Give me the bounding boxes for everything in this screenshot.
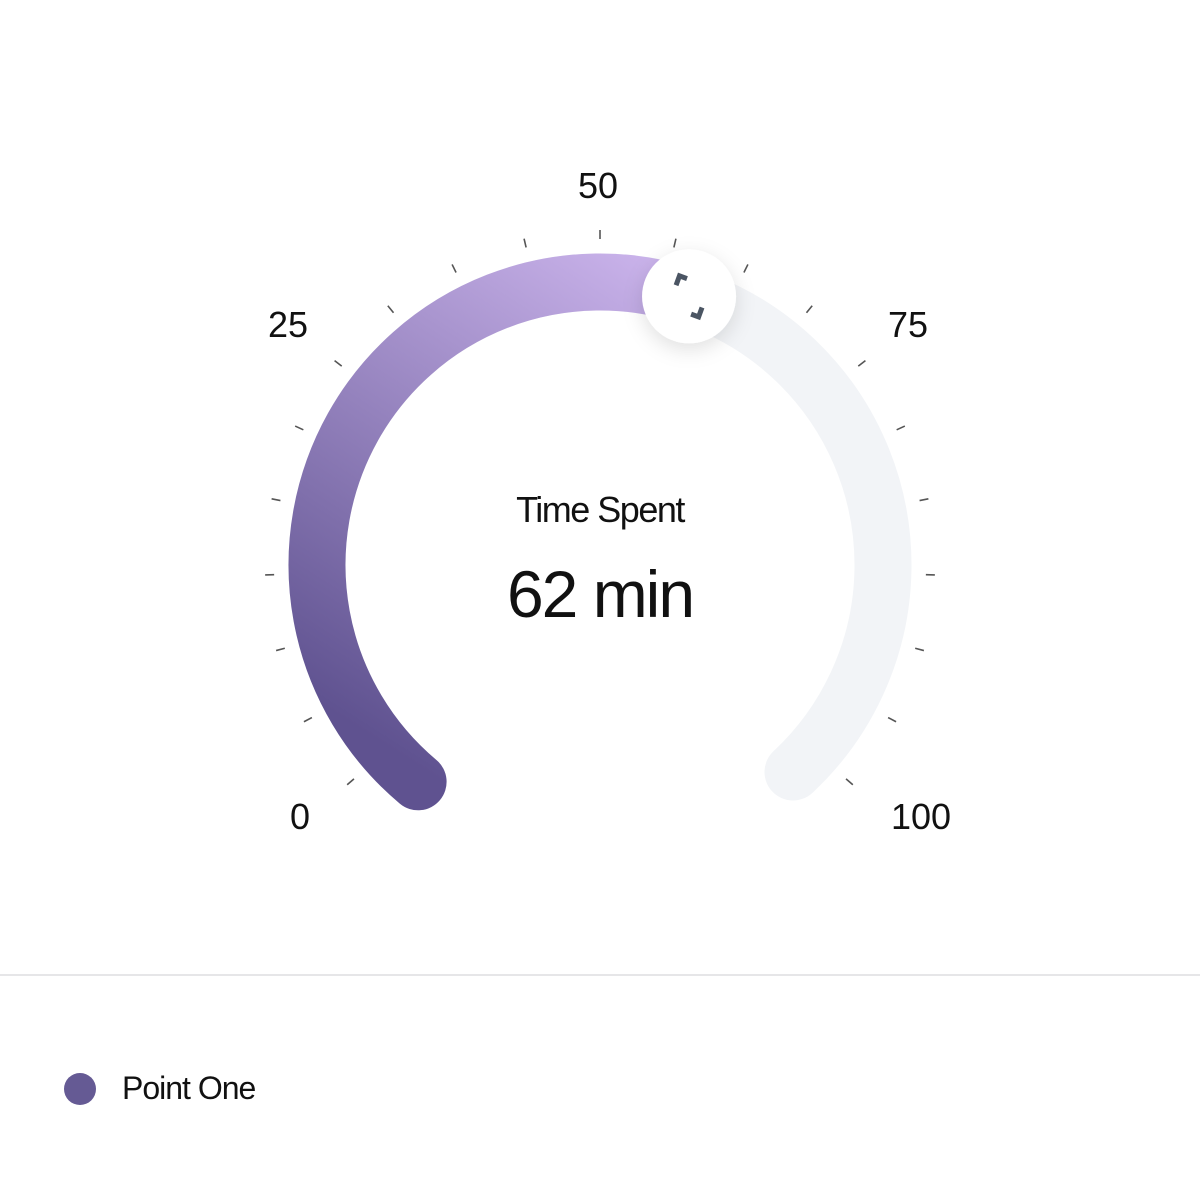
- tick-label-100: 100: [890, 796, 952, 837]
- tick-mark: [275, 647, 286, 652]
- tick-mark: [914, 647, 925, 652]
- tick-mark: [743, 264, 749, 273]
- tick-mark: [303, 716, 313, 723]
- tick-mark: [387, 305, 395, 314]
- tick-mark: [857, 359, 866, 367]
- tick-mark: [451, 264, 457, 273]
- tick-mark: [523, 238, 527, 248]
- gauge-fill: [288, 253, 718, 811]
- tick-label-50: 50: [577, 165, 619, 206]
- gauge-chart: [265, 230, 935, 811]
- tick-mark: [271, 498, 281, 502]
- legend-label[interactable]: Point One: [122, 1070, 256, 1106]
- expand-corners-icon: [673, 272, 705, 321]
- tick-mark: [294, 425, 304, 431]
- tick-mark: [896, 425, 906, 431]
- gauge-value: 62 min: [506, 557, 695, 631]
- tick-mark: [673, 238, 677, 248]
- tick-mark: [919, 498, 929, 502]
- tick-mark: [334, 359, 343, 367]
- tick-marks: [265, 230, 935, 786]
- divider: [0, 974, 1200, 976]
- tick-label-75: 75: [887, 304, 929, 345]
- tick-mark: [346, 778, 355, 786]
- tick-label-0: 0: [289, 796, 311, 837]
- tick-mark: [845, 778, 854, 786]
- legend: Point One: [64, 1070, 256, 1107]
- gauge-title: Time Spent: [516, 489, 685, 530]
- tick-mark: [805, 305, 813, 314]
- tick-mark: [887, 716, 897, 723]
- gauge-knob[interactable]: [642, 249, 737, 344]
- legend-dot: [64, 1072, 96, 1105]
- tick-label-25: 25: [267, 304, 309, 345]
